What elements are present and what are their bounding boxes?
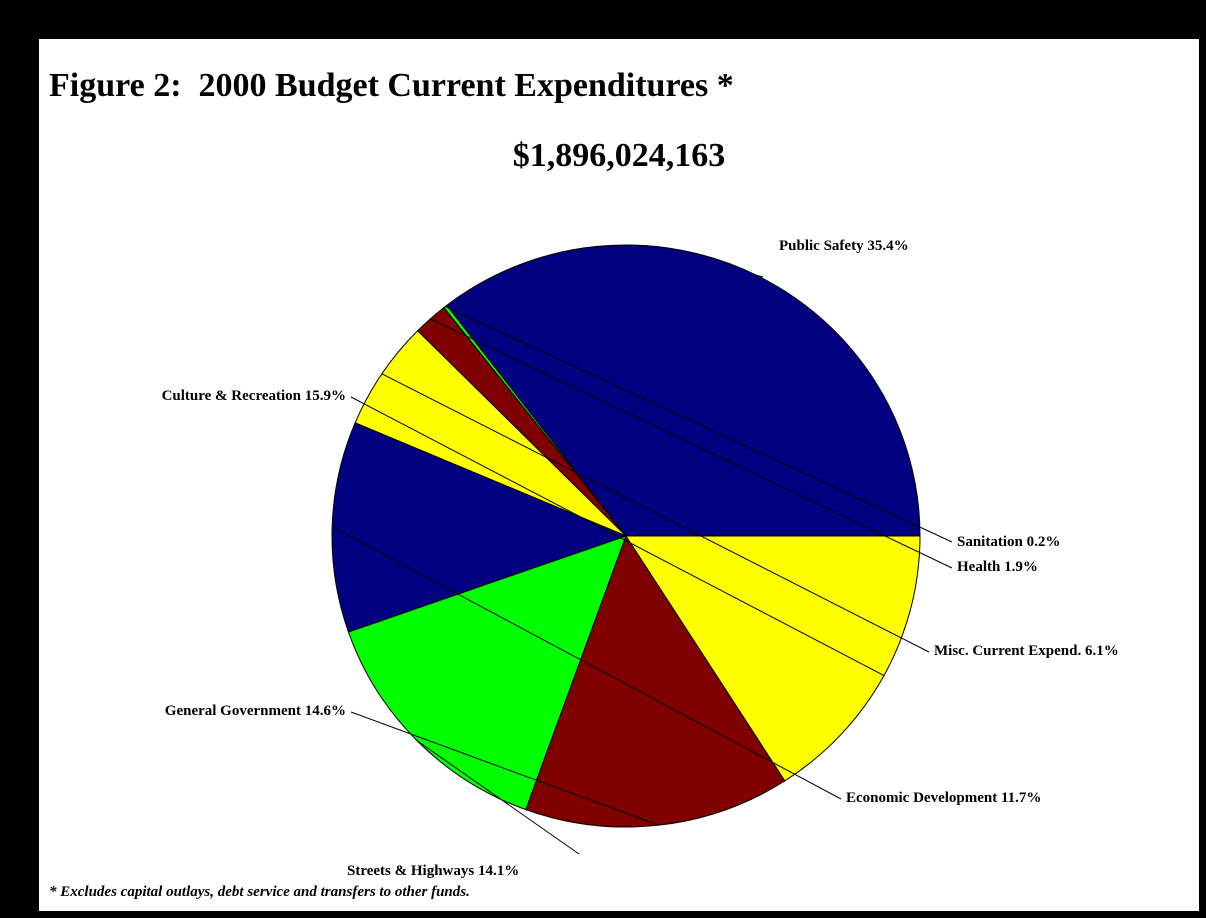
- leader-line: [416, 740, 580, 855]
- slice-label: Health 1.9%: [957, 559, 1038, 575]
- slice-label: Sanitation 0.2%: [957, 534, 1060, 550]
- slice-label: Streets & Highways 14.1%: [347, 863, 519, 879]
- chart-subtitle: $1,896,024,163: [512, 137, 726, 174]
- leader-line: [445, 306, 953, 543]
- pie-chart: Public Safety 35.4% Sanitation 0.2% Health…: [162, 238, 1119, 879]
- leader-line: [430, 318, 953, 569]
- leader-line: [755, 274, 764, 278]
- leader-line: [350, 396, 885, 676]
- leader-line: [381, 373, 930, 653]
- chart-footnote: * Excludes capital outlays, debt service…: [49, 884, 470, 900]
- chart-title: Figure 2: 2000 Budget Current Expenditur…: [49, 67, 734, 104]
- slice-label: Culture & Recreation 15.9%: [162, 388, 346, 404]
- slice-label: Public Safety 35.4%: [779, 238, 909, 254]
- slice-label: Economic Development 11.7%: [846, 790, 1041, 806]
- slice-label: General Government 14.6%: [165, 703, 346, 719]
- leader-line: [350, 711, 659, 826]
- leader-line: [331, 526, 842, 800]
- slice-label: Misc. Current Expend. 6.1%: [934, 643, 1119, 659]
- chart-area: Figure 2: 2000 Budget Current Expenditur…: [37, 37, 1201, 913]
- pie-slice: [446, 244, 921, 537]
